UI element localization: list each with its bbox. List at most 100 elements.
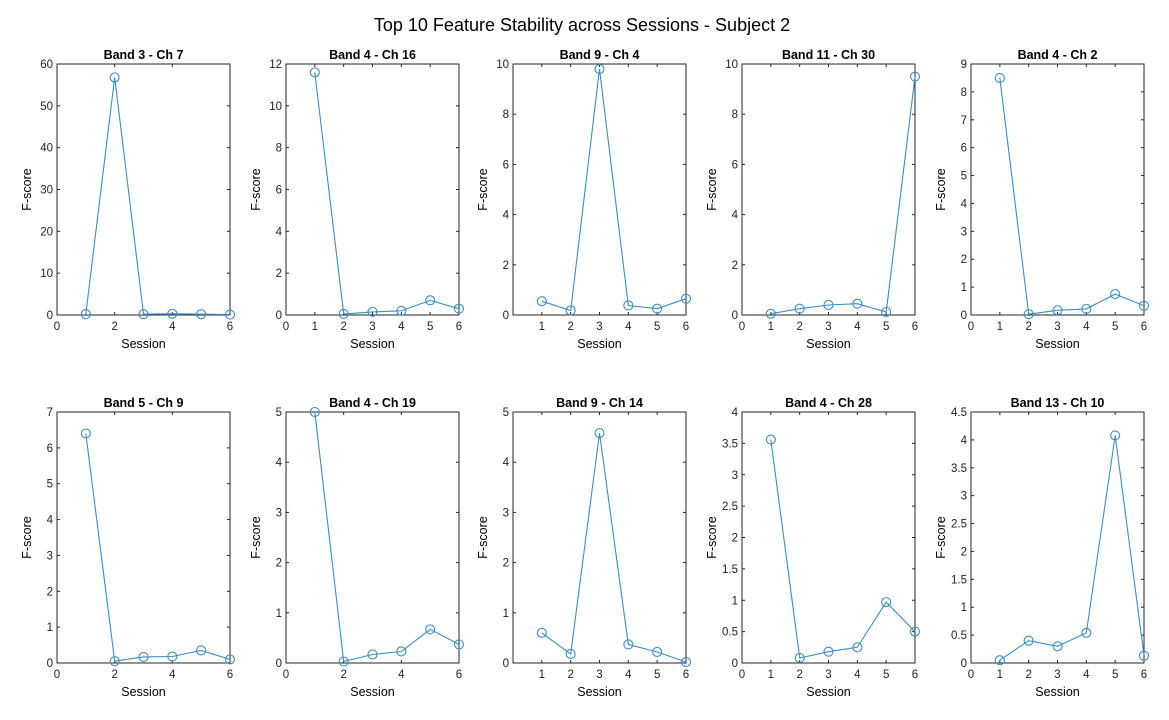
y-tick-label: 2 [961, 546, 967, 558]
y-tick-label: 10 [40, 268, 53, 280]
y-tick-label: 0 [503, 658, 509, 670]
y-tick-label: 2 [503, 558, 509, 570]
y-tick-label: 0 [276, 658, 282, 670]
x-tick-label: 0 [283, 669, 289, 681]
data-point-marker [623, 639, 634, 650]
subplot-title: Band 9 - Ch 4 [560, 48, 640, 62]
y-tick-label: 60 [40, 59, 53, 71]
x-tick-label: 4 [169, 669, 176, 681]
data-point-marker [852, 298, 863, 309]
x-axis-label: Session [121, 685, 166, 699]
y-tick-label: 4 [732, 407, 739, 419]
data-point-marker [680, 656, 692, 668]
y-tick-label: 8 [503, 109, 509, 121]
y-tick-label: 2.5 [722, 501, 738, 513]
x-tick-label: 4 [1083, 669, 1090, 681]
x-tick-label: 2 [340, 669, 346, 681]
y-tick-label: 0.5 [951, 630, 967, 642]
x-tick-label: 2 [567, 321, 573, 333]
y-tick-label: 6 [47, 443, 53, 455]
y-axis-label: F-score [934, 168, 948, 210]
y-tick-label: 2 [732, 260, 738, 272]
y-tick-label: 3 [961, 226, 967, 238]
y-axis-label: F-score [705, 516, 719, 558]
data-point-marker [881, 597, 892, 608]
x-axis-label: Session [350, 685, 395, 699]
y-axis-label: F-score [934, 516, 948, 558]
data-point-marker [109, 72, 120, 83]
y-axis-label: F-score [476, 516, 490, 558]
data-point-marker [765, 308, 776, 319]
data-point-marker [80, 309, 91, 320]
data-point-marker [1052, 305, 1063, 316]
axes-box [285, 63, 460, 316]
x-tick-label: 1 [539, 669, 545, 681]
axes-box [970, 411, 1145, 664]
y-tick-label: 20 [40, 226, 53, 238]
y-tick-label: 10 [725, 59, 738, 71]
data-point-marker [196, 645, 207, 656]
axes-box [285, 411, 460, 664]
x-tick-label: 2 [1025, 669, 1031, 681]
y-tick-label: 0 [732, 658, 738, 670]
y-tick-label: 2 [276, 558, 282, 570]
y-tick-label: 5 [503, 407, 509, 419]
y-tick-label: 1.5 [951, 574, 967, 586]
y-tick-label: 8 [732, 109, 738, 121]
data-point-marker [823, 299, 834, 311]
data-point-marker [425, 295, 436, 306]
y-tick-label: 2 [503, 260, 509, 272]
series-line [999, 77, 1145, 315]
y-tick-label: 9 [961, 59, 967, 71]
x-tick-label: 6 [227, 669, 233, 681]
data-point-marker [680, 293, 692, 304]
data-point-marker [425, 624, 436, 635]
subplot-title: Band 9 - Ch 14 [556, 396, 643, 410]
x-tick-label: 1 [997, 321, 1003, 333]
data-point-marker [536, 296, 547, 307]
data-point-marker [80, 428, 91, 439]
data-point-marker [1052, 641, 1063, 652]
data-point-marker [765, 434, 776, 445]
y-tick-label: 8 [276, 143, 282, 155]
axes-box [512, 63, 687, 316]
y-tick-label: 6 [732, 159, 738, 171]
series-line [770, 439, 916, 659]
data-point-marker [309, 406, 320, 418]
y-tick-label: 0 [503, 310, 509, 322]
x-tick-label: 5 [1112, 669, 1118, 681]
x-tick-label: 2 [1025, 321, 1031, 333]
x-tick-label: 4 [169, 321, 176, 333]
y-tick-label: 4 [961, 435, 968, 447]
data-point-marker [1081, 627, 1092, 638]
subplot-title: Band 13 - Ch 10 [1011, 396, 1105, 410]
data-point-marker [338, 656, 349, 667]
x-tick-label: 6 [683, 669, 689, 681]
data-point-marker [367, 306, 378, 317]
y-tick-label: 1 [961, 602, 967, 614]
y-tick-label: 6 [276, 185, 282, 197]
y-tick-label: 0 [47, 310, 53, 322]
y-tick-label: 10 [269, 101, 282, 113]
data-point-marker [909, 626, 921, 637]
x-tick-label: 0 [54, 321, 60, 333]
x-axis-label: Session [806, 337, 851, 351]
data-point-marker [652, 646, 663, 658]
data-point-marker [167, 651, 178, 662]
x-tick-label: 3 [1054, 669, 1060, 681]
x-tick-label: 5 [883, 669, 889, 681]
x-tick-label: 5 [654, 669, 660, 681]
data-point-marker [994, 72, 1005, 83]
x-tick-label: 0 [968, 321, 974, 333]
subplot-title: Band 4 - Ch 19 [329, 396, 416, 410]
y-tick-label: 0 [47, 658, 53, 670]
x-tick-label: 2 [111, 669, 117, 681]
y-axis-label: F-score [249, 516, 263, 558]
y-tick-label: 2 [732, 533, 738, 545]
y-tick-label: 4 [503, 457, 510, 469]
y-tick-label: 2 [276, 268, 282, 280]
x-tick-label: 4 [625, 669, 632, 681]
y-tick-label: 7 [961, 115, 967, 127]
x-tick-label: 5 [883, 321, 889, 333]
